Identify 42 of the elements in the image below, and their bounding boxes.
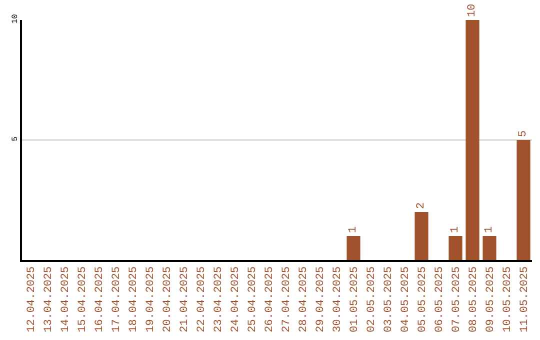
x-tick-label: 14.04.2025: [60, 266, 72, 332]
x-tick-label: 05.05.2025: [417, 266, 430, 332]
x-tick-label: 26.04.2025: [264, 266, 276, 332]
bar: [414, 212, 428, 260]
bar: [466, 20, 480, 260]
x-tick-label: 07.05.2025: [451, 266, 464, 332]
x-tick-label: 16.04.2025: [94, 266, 106, 332]
x-tick-label: 19.04.2025: [145, 266, 158, 332]
x-tick-label: 18.04.2025: [128, 266, 140, 332]
x-tick-label: 30.04.2025: [332, 266, 344, 332]
x-tick-label: 15.04.2025: [77, 266, 90, 332]
data-label: 10: [466, 4, 478, 17]
x-tick-label: 29.04.2025: [315, 266, 328, 332]
x-tick-label: 27.04.2025: [281, 266, 294, 332]
data-label: 1: [450, 226, 462, 233]
x-tick-label: 28.04.2025: [298, 266, 310, 332]
x-tick-label: 24.04.2025: [230, 266, 242, 332]
x-tick-label: 11.05.2025: [519, 266, 532, 332]
data-label: 1: [484, 226, 496, 233]
bar: [448, 236, 462, 260]
x-tick-label: 09.05.2025: [485, 266, 498, 332]
bar: [346, 236, 360, 260]
x-tick-label: 06.05.2025: [434, 266, 446, 332]
x-tick-label: 22.04.2025: [196, 266, 208, 332]
x-tick-label: 10.05.2025: [502, 266, 514, 332]
x-tick-label: 17.04.2025: [111, 266, 124, 332]
x-tick-label: 23.04.2025: [213, 266, 226, 332]
x-tick-label: 20.04.2025: [162, 266, 174, 332]
bar: [482, 236, 496, 260]
x-tick-label: 25.04.2025: [247, 266, 260, 332]
x-tick-label: 08.05.2025: [468, 266, 480, 332]
data-label: 2: [416, 202, 428, 209]
x-tick-label: 13.04.2025: [43, 266, 56, 332]
x-tick-label: 03.05.2025: [383, 266, 396, 332]
x-tick-label: 02.05.2025: [366, 266, 378, 332]
x-tick-label: 04.05.2025: [400, 266, 412, 332]
x-tick-label: 12.04.2025: [26, 266, 38, 332]
bar: [516, 140, 530, 260]
data-label: 5: [518, 130, 530, 137]
data-label: 1: [348, 226, 360, 233]
x-tick-label: 01.05.2025: [349, 266, 362, 332]
x-tick-label: 21.04.2025: [179, 266, 192, 332]
